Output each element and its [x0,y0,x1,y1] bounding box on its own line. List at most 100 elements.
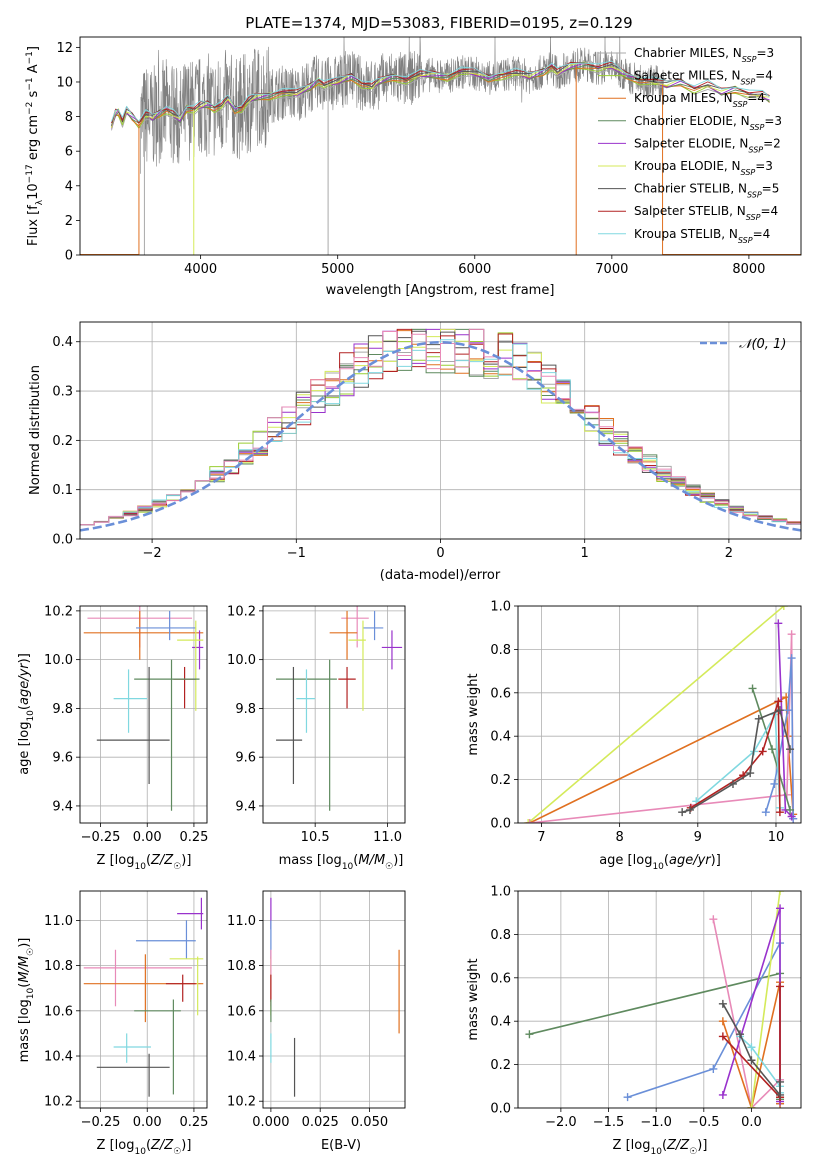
mass-weight-marker [786,745,795,754]
x-tick-label: 7000 [595,262,628,277]
x-axis-label: wavelength [Angstrom, rest frame] [326,283,555,298]
y-tick-label: 9.6 [235,751,256,766]
label-part: ( [146,853,151,868]
label-part: λ [35,199,45,205]
label-part: −1 [25,51,35,64]
legend-text: Salpeter MILES, N [634,69,741,83]
y-tick-label: 10.2 [227,1095,256,1110]
data-point [169,956,204,1016]
y-tick-label: 0.8 [490,643,511,658]
y-tick-label: 11.0 [44,914,73,929]
label-part: age/yr [669,853,712,868]
label-part: ☉ [26,948,36,956]
x-tick-label: −1 [287,546,306,561]
label-part: −2 [25,102,35,115]
legend-text: Kroupa ELODIE, N [634,159,741,173]
x-tick-label: 8 [615,830,623,845]
x-tick-label: −0.25 [81,830,121,845]
data-point [136,610,196,641]
axes-frame [517,890,802,1109]
mass-weight-marker [770,779,779,788]
y-tick-label: 0.1 [52,483,73,498]
label-part: erg cm [26,115,41,164]
y-tick-label: 10.2 [44,1095,73,1110]
data-point [165,974,196,1002]
mass-weight-marker [623,1093,632,1102]
x-axis-label: Z [log10(Z/Z☉)] [97,1138,192,1157]
data-point [177,897,204,930]
axes-frame [79,605,208,824]
chart-residuals: −2 −1 0 1 2 0.0 0.1 0.2 0.3 0.4 𝒩(0, 1) (data-model… [28,321,802,583]
mass-weight-marker [758,747,767,756]
label-part: age [log [599,853,652,868]
label-part: )] [711,853,721,868]
x-tick-label: 2 [725,546,733,561]
mass-weight-marker [776,891,785,895]
mass-weight-marker [525,1030,534,1039]
mass-weight-marker [779,606,788,610]
x-tick-label: 0.00 [133,830,162,845]
mass-weight-marker [774,697,783,706]
label-part: 10 [134,1147,146,1157]
legend-text: Chabrier ELODIE, N [634,114,750,128]
axes-frame [79,321,802,540]
grid [518,606,801,823]
mass-weight-marker [709,1064,718,1073]
label-part: )] [181,853,191,868]
label-part: 10 [26,710,36,722]
data-point [329,610,358,660]
label-part: Z [log [613,1138,651,1153]
y-axis-label: age [log10(age/yr)] [17,653,36,775]
y-tick-label: 9.8 [52,702,73,717]
legend-text: Salpeter ELODIE, N [634,136,748,150]
axes-frame [79,890,208,1109]
x-tick-label: 11.0 [373,830,402,845]
y-tick-label: 0.4 [490,730,511,745]
label-part: ] [26,46,41,51]
label-part: mass [log [279,853,342,868]
x-tick-label: −2.0 [545,1115,577,1130]
x-tick-label: −1.5 [593,1115,625,1130]
data-point [134,659,200,811]
plot-area [80,322,801,539]
axes-frame [262,605,406,824]
label-part: )] [697,1138,707,1153]
legend-sub: SSP [741,168,756,177]
legend-sub: SSP [747,190,762,199]
y-tick-label: 0 [65,249,73,264]
legend-entry: Chabrier MILES, NSSP=3 [634,46,774,64]
label-part: ( [17,705,32,710]
data-point [83,949,193,1007]
x-axis-label: E(B-V) [321,1138,361,1153]
mass-weight-marker [728,779,737,788]
mass-weight-marker [748,684,757,693]
y-tick-label: 0.0 [490,817,511,832]
mass-weight-marker [746,769,755,778]
y-axis-label: mass weight [466,958,481,1040]
y-axis-label: mass weight [466,673,481,755]
residual-histogram [80,328,801,526]
legend-entry: Salpeter ELODIE, NSSP=2 [634,136,781,154]
legend-text: Chabrier MILES, N [634,46,742,60]
mass-weight-line [527,606,785,823]
legend-sub: SSP [742,55,757,64]
data-point [276,666,303,784]
y-axis-label: mass [log10(M/M☉)] [17,938,36,1063]
x-tick-label: 10.5 [301,830,330,845]
label-part: Z/Z [666,1138,690,1153]
figure-title: PLATE=1374, MJD=53083, FIBERID=0195, z=0… [245,14,632,32]
grid [518,891,801,1108]
x-tick-label: 10 [768,830,785,845]
x-tick-label: −0.25 [81,1115,121,1130]
data-point [96,666,170,784]
x-tick-label: 4000 [184,262,217,277]
mass-weight-marker [524,819,533,823]
legend-entry: Salpeter STELIB, NSSP=4 [634,204,778,222]
grid [80,891,207,1108]
mass-weight-marker [747,1104,756,1108]
y-tick-label: 11.0 [227,914,256,929]
legend-tail: =4 [753,227,771,241]
mass-weight-marker [736,1030,745,1039]
